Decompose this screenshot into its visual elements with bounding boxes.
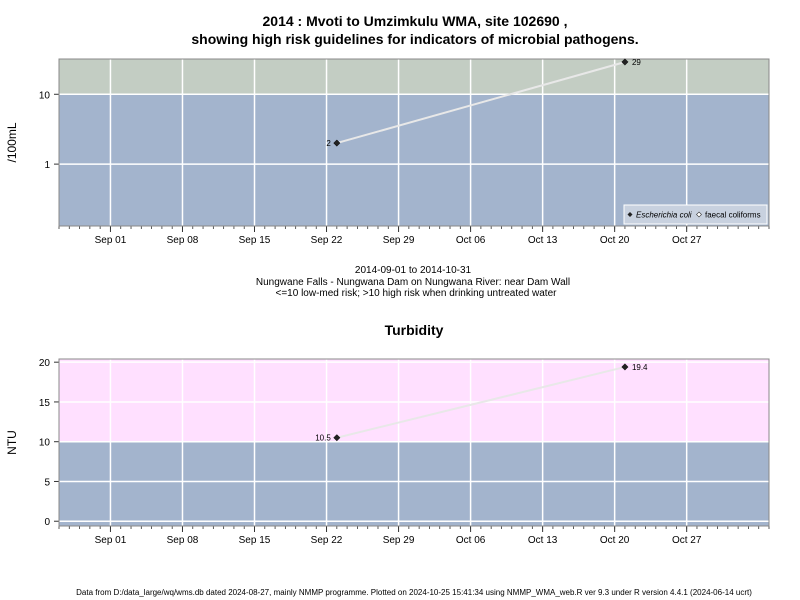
- date-range-caption: 2014-09-01 to 2014-10-31: [355, 265, 472, 276]
- data-point: [621, 58, 629, 66]
- x-tick-label: Oct 27: [672, 235, 702, 246]
- plot-frame: [58, 58, 770, 227]
- data-point: [621, 363, 629, 371]
- series-line: [336, 365, 626, 439]
- data-label: 19.4: [632, 363, 648, 372]
- series-line: [336, 61, 626, 145]
- low-risk-band: [59, 94, 769, 226]
- y-tick-label: 20: [39, 358, 51, 369]
- y-axis-label: /100mL: [5, 122, 19, 162]
- turbidity-chart: Sep 01 Sep 08 Sep 15 Sep 22 Sep 29 Oct 06 Oct …: [5, 358, 770, 546]
- legend-marker-faecal: [696, 211, 702, 218]
- footer-note: Data from D:/data_large/wq/wms.db dated …: [76, 588, 752, 597]
- x-tick-label: Oct 27: [672, 535, 702, 546]
- data-point: [333, 139, 341, 147]
- y-tick-label: 10: [39, 90, 51, 101]
- y-tick-label: 0: [44, 517, 50, 528]
- microbial-chart: Sep 01 Sep 08 Sep 15 Sep 22 Sep 29 Oct 06 Oct …: [5, 58, 770, 246]
- x-tick-label: Sep 22: [311, 535, 343, 546]
- y-tick-label: 10: [39, 438, 51, 449]
- chart-title-line2: showing high risk guidelines for indicat…: [191, 31, 638, 47]
- x-tick-label: Sep 29: [383, 535, 415, 546]
- x-tick-label: Sep 08: [167, 535, 199, 546]
- y-tick-label: 5: [44, 477, 50, 488]
- y-tick-label: 1: [44, 160, 50, 171]
- legend-label-faecal: faecal coliforms: [705, 211, 761, 220]
- chart-title-line1: 2014 : Mvoti to Umzimkulu WMA, site 1026…: [263, 13, 568, 29]
- x-tick-label: Sep 15: [239, 535, 271, 546]
- x-tick-label: Sep 29: [383, 235, 415, 246]
- x-tick-label: Oct 06: [456, 535, 486, 546]
- x-tick-label: Oct 13: [528, 235, 558, 246]
- x-tick-label: Sep 08: [167, 235, 199, 246]
- data-label: 29: [632, 58, 641, 67]
- x-tick-label: Sep 15: [239, 235, 271, 246]
- legend-box: [623, 204, 768, 225]
- data-label: 2: [326, 139, 331, 148]
- legend-label-ecoli: Escherichia coli: [636, 211, 692, 220]
- x-tick-label: Sep 22: [311, 235, 343, 246]
- legend-marker-ecoli: [627, 212, 633, 217]
- x-tick-label: Sep 01: [95, 535, 127, 546]
- y-tick-label: 15: [39, 398, 51, 409]
- x-tick-label: Oct 20: [600, 235, 630, 246]
- site-description-caption: Nungwane Falls - Nungwana Dam on Nungwan…: [256, 277, 570, 288]
- high-risk-band: [59, 59, 769, 95]
- data-label: 10.5: [315, 434, 331, 443]
- x-tick-label: Oct 20: [600, 535, 630, 546]
- x-tick-label: Sep 01: [95, 235, 127, 246]
- risk-note-caption: <=10 low-med risk; >10 high risk when dr…: [276, 288, 558, 299]
- high-risk-band: [59, 359, 769, 442]
- x-tick-label: Oct 13: [528, 535, 558, 546]
- low-risk-band: [59, 441, 769, 526]
- x-tick-label: Oct 06: [456, 235, 486, 246]
- y-axis-label: NTU: [5, 430, 19, 455]
- plot-frame: [58, 358, 770, 527]
- turbidity-chart-title: Turbidity: [385, 322, 444, 338]
- data-point: [333, 434, 341, 442]
